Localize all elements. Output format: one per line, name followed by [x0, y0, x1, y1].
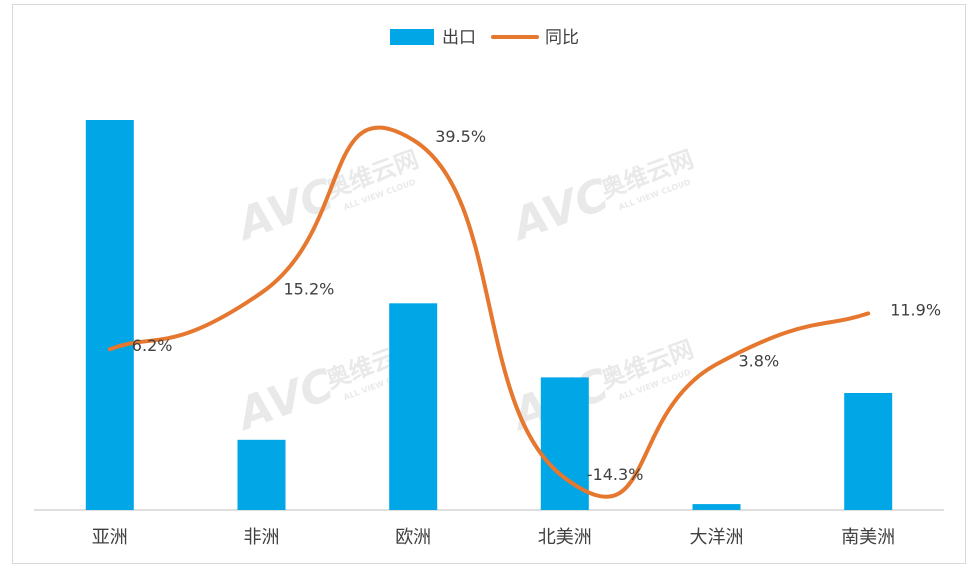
bar-series [85, 120, 893, 510]
yoy-label: 3.8% [739, 351, 780, 370]
yoy-label: 39.5% [435, 127, 486, 146]
legend-label-yoy: 同比 [545, 28, 579, 48]
bar-1 [237, 439, 286, 510]
x-tick-label: 大洋洲 [690, 527, 744, 548]
x-tick-label: 南美洲 [841, 527, 895, 548]
legend-label-export: 出口 [442, 28, 476, 48]
chart-frame [12, 4, 966, 564]
bar-5 [844, 393, 893, 510]
yoy-data-labels: 6.2% 15.2% 39.5% -14.3% 3.8% 11.9% [132, 127, 941, 484]
bar-0 [85, 120, 134, 510]
yoy-label: 15.2% [284, 280, 335, 299]
x-tick-label: 非洲 [244, 527, 280, 548]
yoy-label: 11.9% [890, 300, 941, 319]
x-tick-label: 亚洲 [92, 527, 128, 548]
x-tick-label: 欧洲 [395, 527, 431, 548]
bar-4 [692, 504, 741, 510]
x-tick-label: 北美洲 [538, 527, 592, 548]
legend-swatch-export [390, 29, 434, 45]
yoy-label: -14.3% [587, 465, 644, 484]
yoy-line [107, 125, 871, 499]
legend: 出口 同比 [390, 28, 579, 48]
x-axis-labels: 亚洲 非洲 欧洲 北美洲 大洋洲 南美洲 [92, 527, 895, 548]
bar-2 [389, 303, 438, 510]
yoy-label: 6.2% [132, 336, 173, 355]
